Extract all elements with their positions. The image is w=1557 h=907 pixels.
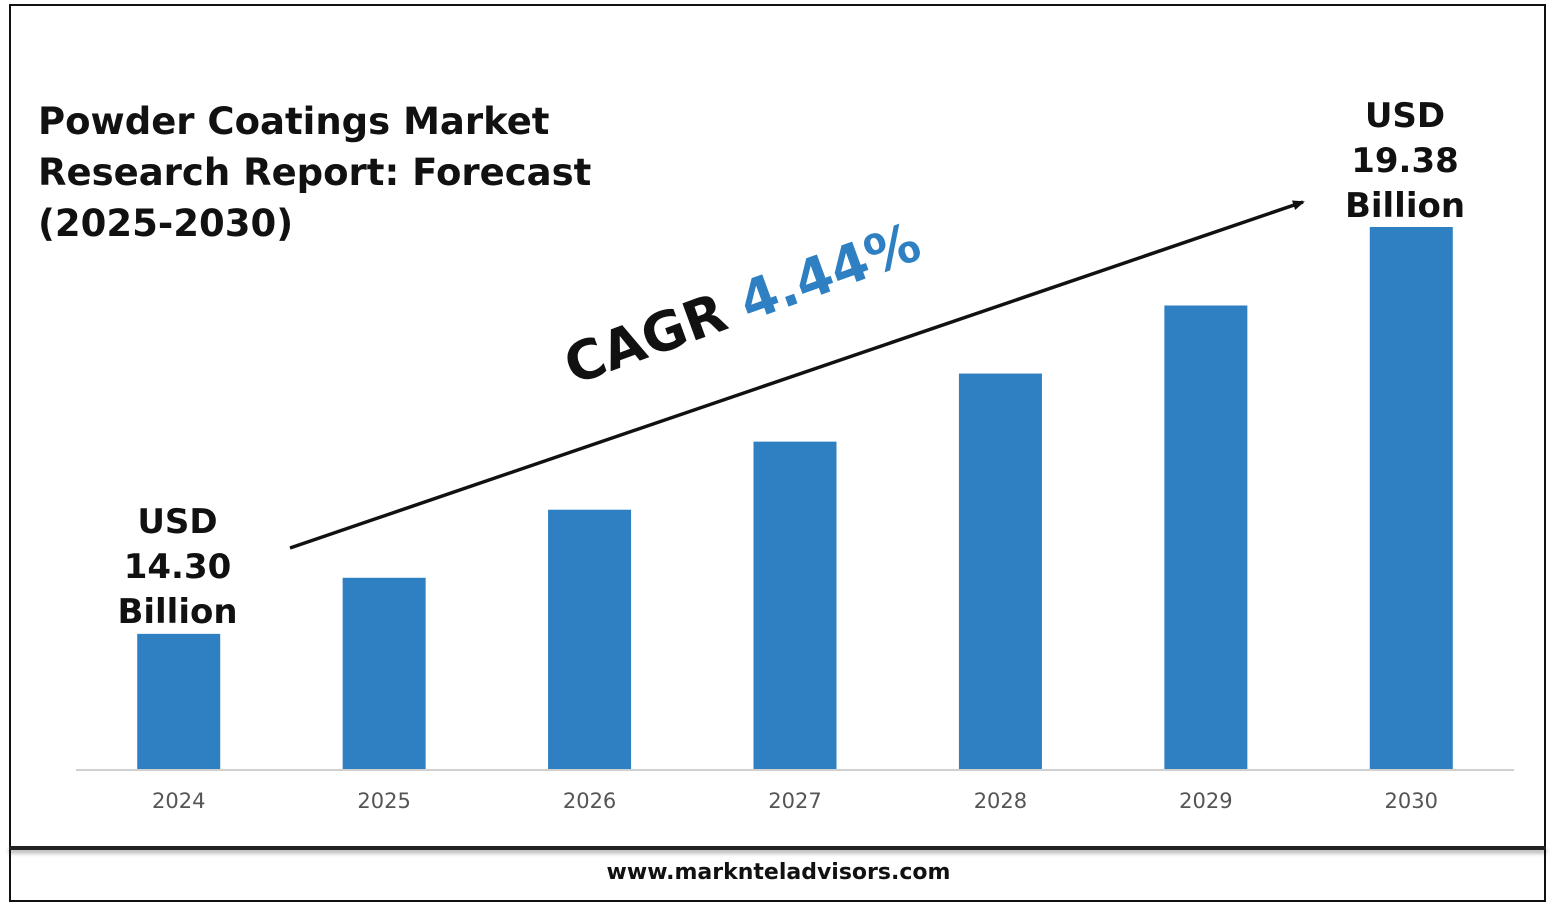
x-tick-label-2030: 2030	[1385, 789, 1438, 813]
end-unit: Billion	[1344, 186, 1466, 226]
start-unit: Billion	[117, 592, 238, 632]
chart-title: Powder Coatings Market Research Report: …	[38, 100, 592, 245]
footer-url: www.marknteladvisors.com	[606, 860, 951, 885]
bars-group	[137, 227, 1453, 770]
start-value-callout: USD 14.30 Billion	[110, 500, 245, 635]
x-tick-label-2027: 2027	[768, 789, 821, 813]
x-tick-label-2028: 2028	[974, 789, 1027, 813]
start-currency: USD	[137, 502, 218, 542]
bar-2024	[137, 633, 221, 770]
bar-2028	[958, 373, 1042, 770]
x-tick-labels: 2024 2025 2026 2027 2028 2029 2030	[152, 789, 1438, 813]
end-currency: USD	[1364, 96, 1446, 136]
end-value-callout: USD 19.38 Billion	[1335, 94, 1475, 229]
x-tick-label-2026: 2026	[563, 789, 616, 813]
bar-2026	[548, 509, 632, 770]
footer-divider	[9, 846, 1546, 850]
x-tick-label-2029: 2029	[1179, 789, 1232, 813]
x-tick-label-2025: 2025	[357, 789, 410, 813]
bar-2030	[1369, 227, 1453, 770]
bar-2029	[1164, 305, 1248, 770]
bar-2025	[342, 577, 426, 770]
end-value: 19.38	[1351, 141, 1459, 181]
x-tick-label-2024: 2024	[152, 789, 205, 813]
start-value: 14.30	[123, 547, 232, 587]
bar-2027	[753, 441, 837, 770]
growth-arrow	[289, 200, 1305, 550]
